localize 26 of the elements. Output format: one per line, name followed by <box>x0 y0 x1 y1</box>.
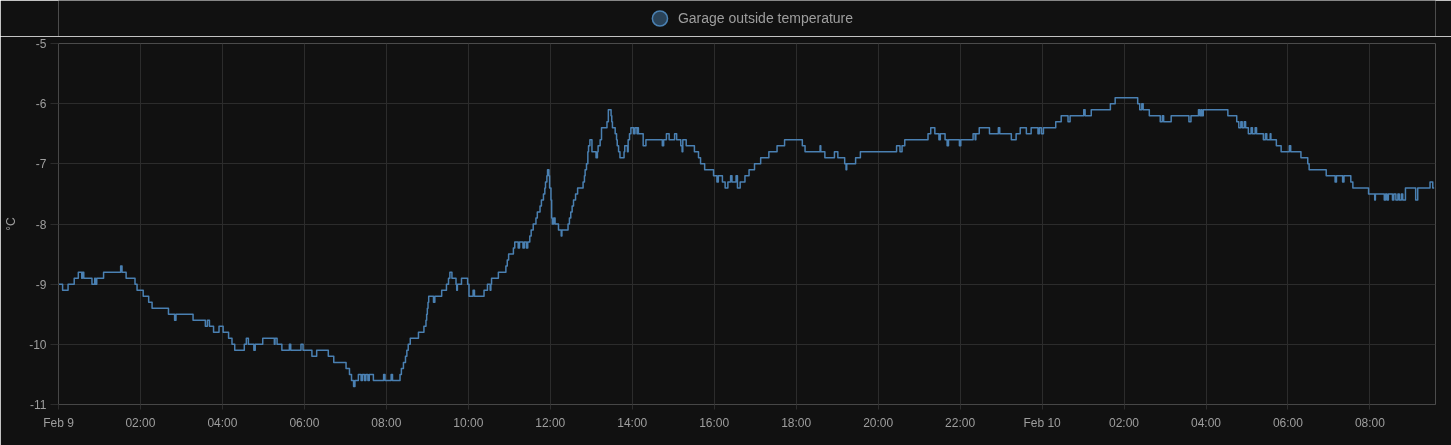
x-tick-label: 16:00 <box>699 415 730 430</box>
y-tick-label: -7 <box>35 157 47 172</box>
y-tick-label: -11 <box>30 398 47 412</box>
y-tick-label: -9 <box>35 277 47 292</box>
x-tick-label: 04:00 <box>207 415 238 430</box>
legend-label: Garage outside temperature <box>677 9 854 28</box>
x-tick-label: Feb 9 <box>43 415 75 430</box>
x-tick-label: 06:00 <box>1272 415 1304 430</box>
x-tick-label: 08:00 <box>1354 415 1386 430</box>
x-tick-label: 08:00 <box>371 415 402 430</box>
x-tick-label: 04:00 <box>1190 415 1222 430</box>
y-tick-label: -10 <box>29 337 47 352</box>
x-tick-label: 20:00 <box>863 415 894 430</box>
x-tick-label: 02:00 <box>125 415 156 430</box>
y-axis-title: °C <box>4 216 19 231</box>
x-tick-label: Feb 10 <box>1023 415 1062 430</box>
y-tick-label: -8 <box>35 217 47 232</box>
x-tick-label: 12:00 <box>535 415 566 430</box>
x-tick-label: 10:00 <box>453 415 484 430</box>
x-tick-label: 02:00 <box>1109 415 1140 430</box>
y-tick-label: -6 <box>35 97 47 112</box>
y-tick-label: -5 <box>35 37 47 51</box>
x-tick-label: 14:00 <box>617 415 648 430</box>
x-tick-label: 06:00 <box>289 415 320 430</box>
x-tick-label: 22:00 <box>945 415 976 430</box>
x-tick-label: 18:00 <box>781 415 812 430</box>
